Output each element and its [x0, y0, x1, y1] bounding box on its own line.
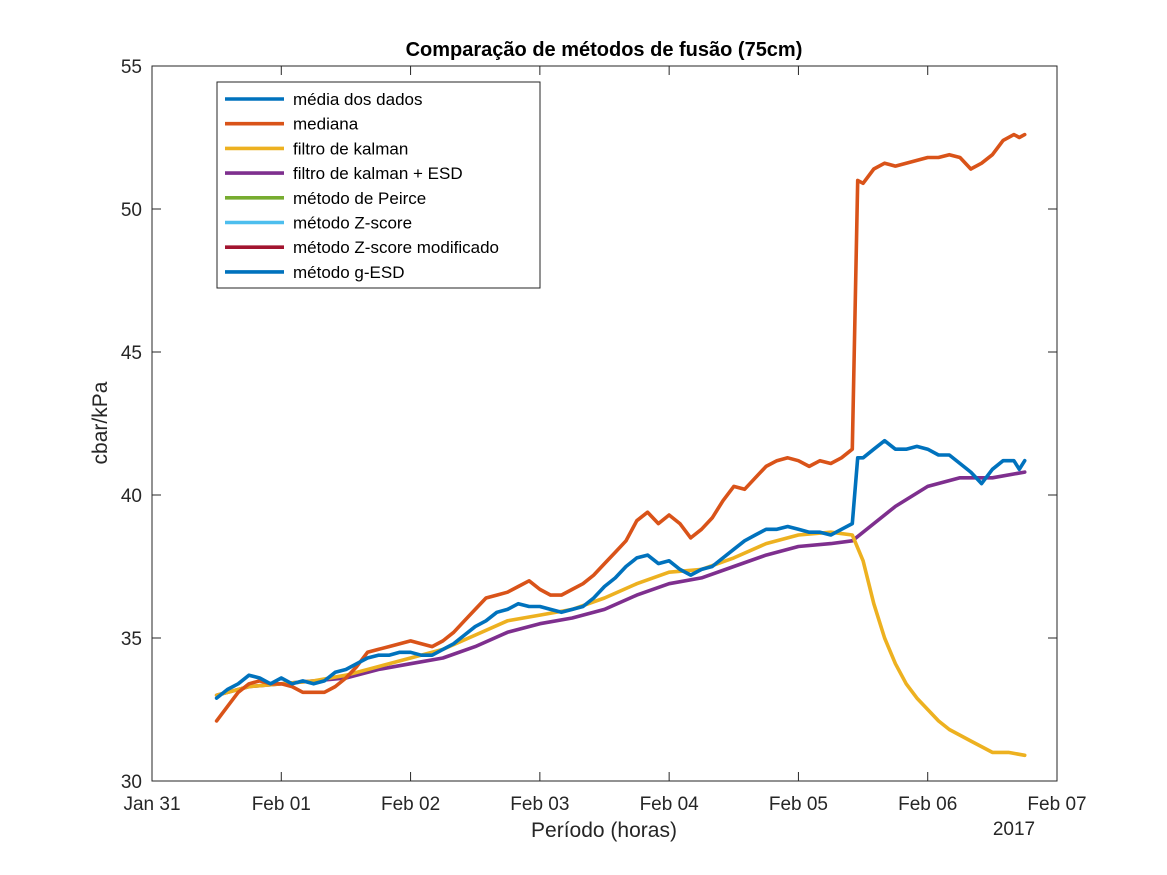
legend-box	[216, 81, 541, 289]
plot-box	[151, 65, 1058, 782]
x-tick-label: Feb 02	[381, 794, 440, 815]
legend-label: método Z-score modificado	[293, 238, 499, 257]
series-line-media-dos-dados	[214, 438, 1027, 700]
x-tick-label: Jan 31	[123, 794, 180, 815]
y-tick-label: 30	[121, 772, 142, 793]
chart-title: Comparação de métodos de fusão (75cm)	[406, 39, 803, 61]
legend-label: filtro de kalman + ESD	[293, 164, 463, 183]
legend: média dos dados mediana filtro de kalman fi…	[216, 81, 541, 289]
series-line-mediana	[214, 132, 1027, 723]
series-layer	[214, 132, 1027, 758]
y-tick-label: 55	[121, 57, 142, 78]
series-line-filtro-de-kalman	[214, 530, 1027, 758]
x-tick-label: Feb 07	[1027, 794, 1086, 815]
x-tick-label: Feb 05	[769, 794, 828, 815]
legend-label: filtro de kalman	[293, 139, 408, 158]
y-tick-label: 50	[121, 200, 142, 221]
y-axis-label: cbar/kPa	[89, 381, 112, 464]
x-tick-label: Feb 06	[898, 794, 957, 815]
legend-label: mediana	[293, 115, 359, 134]
legend-label: método g-ESD	[293, 263, 405, 282]
y-tick-label: 40	[121, 486, 142, 507]
series-line-filtro-de-kalman-esd	[214, 470, 1027, 698]
y-tick-label: 45	[121, 343, 142, 364]
x-axis-label: Período (horas)	[531, 819, 677, 842]
legend-label: método Z-score	[293, 214, 412, 233]
x-tick-label: Feb 03	[510, 794, 569, 815]
x-axis: Jan 31 Feb 01 Feb 02 Feb 03 Feb 04 Feb 05 Feb …	[123, 66, 1087, 815]
y-tick-label: 35	[121, 629, 142, 650]
x-axis-year-label: 2017	[993, 819, 1035, 840]
legend-label: média dos dados	[293, 90, 422, 109]
y-axis: 30 35 40 45 50 55	[121, 57, 1057, 793]
x-tick-label: Feb 04	[640, 794, 700, 815]
legend-label: método de Peirce	[293, 189, 426, 208]
x-tick-label: Feb 01	[252, 794, 311, 815]
